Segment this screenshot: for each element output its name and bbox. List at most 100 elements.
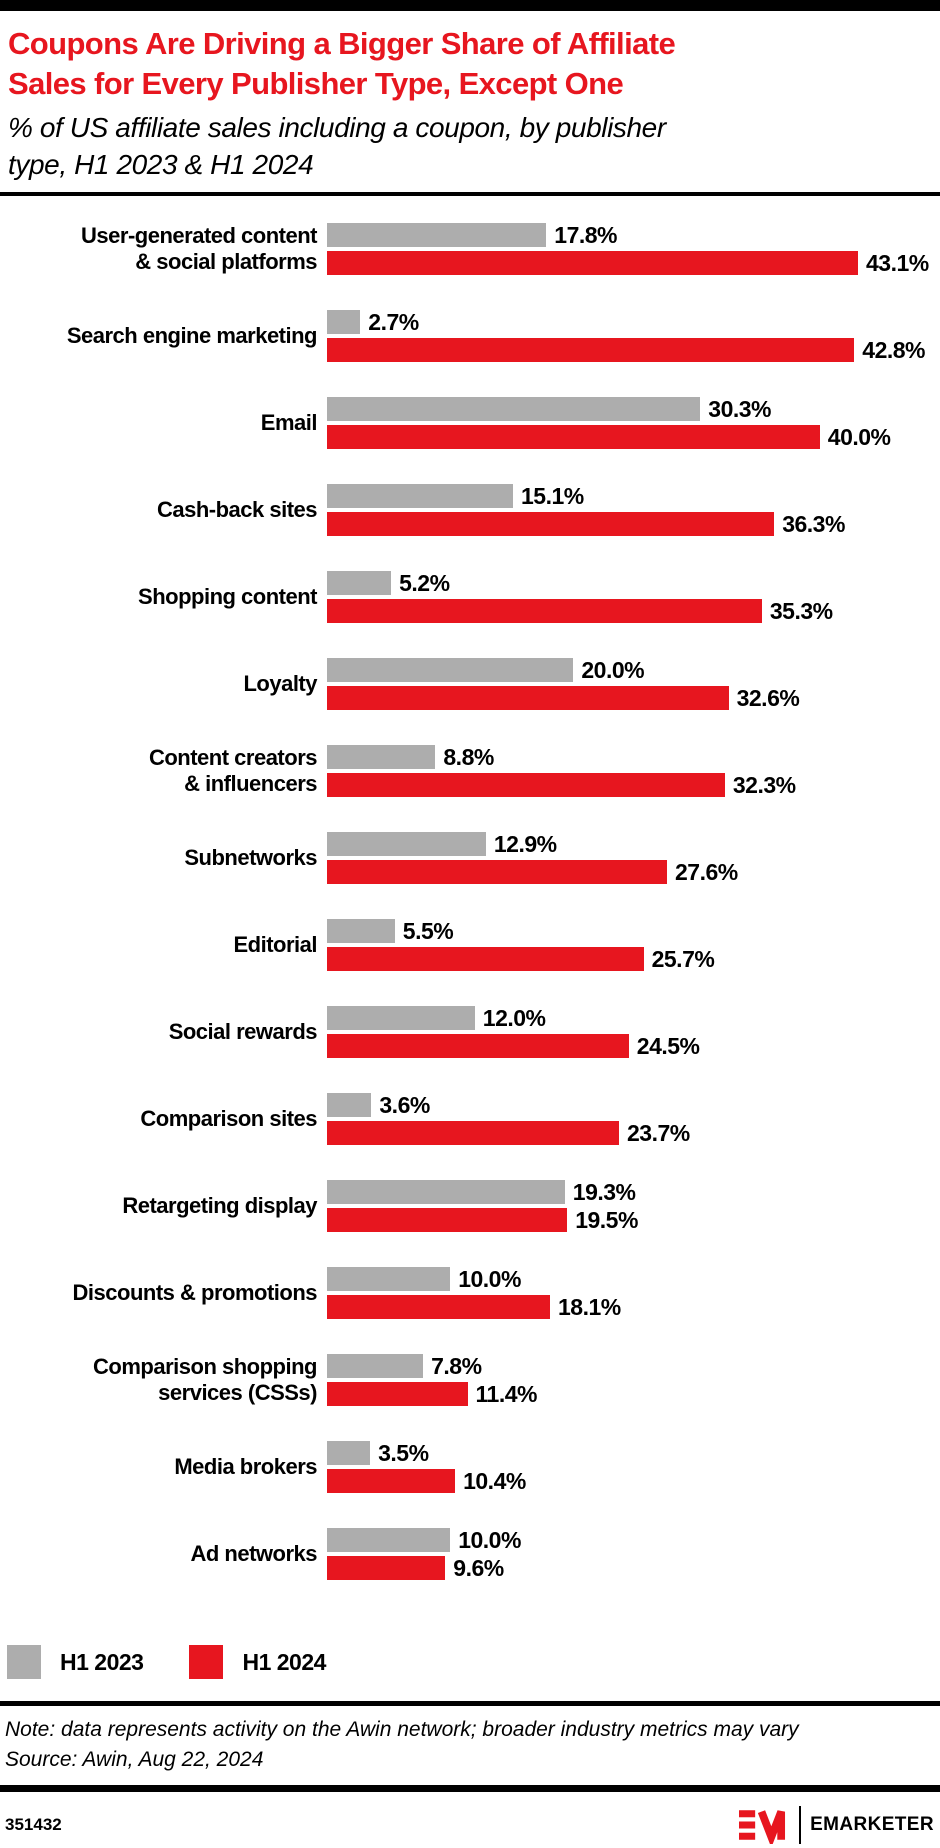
bar-line: 30.3% [327,395,940,422]
bar-h1-2023 [327,310,361,334]
bar-line: 24.5% [327,1032,940,1059]
chart-title: Coupons Are Driving a Bigger Share of Af… [8,26,676,101]
bar-h1-2024 [327,1469,456,1493]
bar-pair: 15.1% 36.3% [327,483,940,537]
bar-pair: 3.5% 10.4% [327,1439,940,1494]
bar-pair: 10.0% 9.6% [327,1527,940,1581]
bar-line: 36.3% [327,511,940,537]
bar-line: 42.8% [327,337,940,363]
value-label: 3.6% [379,1091,430,1118]
bar-h1-2023 [327,1267,451,1291]
value-label: 12.9% [493,830,557,857]
bar-line: 7.8% [327,1353,940,1379]
value-label: 20.0% [581,656,645,683]
bar-h1-2024 [327,860,667,884]
legend-label-h1-2023: H1 2023 [60,1648,144,1675]
category-label: Search engine marketing [66,323,318,348]
value-label: 5.2% [399,569,450,596]
value-label: 19.5% [575,1206,638,1233]
value-label: 9.6% [453,1554,504,1581]
chart-row: Retargeting display 19.3% 19.5% [0,1178,940,1233]
bar-pair: 20.0% 32.6% [327,656,940,711]
bar-h1-2024 [327,947,644,971]
bar-h1-2024 [327,773,725,797]
chart-row: Editorial 5.5% 25.7% [0,917,940,972]
bar-line: 40.0% [327,423,940,450]
value-label: 32.3% [732,771,796,798]
bar-pair: 12.0% 24.5% [327,1004,940,1059]
legend-label-h1-2024: H1 2024 [242,1648,326,1675]
chart-row: Comparison shopping services (CSSs) 7.8% 1… [0,1353,940,1407]
bar-line: 27.6% [327,859,940,885]
value-label: 35.3% [769,597,833,624]
bottom-border [0,1787,940,1792]
legend-swatch-h1-2024 [189,1645,224,1679]
value-label: 8.8% [443,743,494,770]
bar-h1-2023 [327,919,395,943]
bar-h1-2023 [327,223,547,247]
logo-divider [799,1806,802,1844]
bar-line: 10.0% [327,1527,940,1553]
bar-h1-2024 [327,425,820,449]
value-label: 19.3% [572,1178,636,1205]
bar-h1-2024 [327,1382,468,1406]
chart-row: Content creators & influencers 8.8% 32.3% [0,743,940,798]
bar-pair: 10.0% 18.1% [327,1265,940,1320]
value-label: 12.0% [482,1004,546,1031]
legend-item-h1-2024: H1 2024 [189,1645,326,1679]
bar-line: 15.1% [327,483,940,509]
bar-line: 43.1% [327,250,940,276]
brand-name: EMARKETER [810,1814,934,1835]
bar-h1-2024 [327,1556,446,1580]
value-label: 24.5% [636,1032,700,1059]
bar-h1-2023 [327,745,436,769]
source-text: Source: Awin, Aug 22, 2024 [5,1748,264,1771]
chart-row: Ad networks 10.0% 9.6% [0,1527,940,1581]
bar-h1-2023 [327,1441,371,1465]
bar-pair: 8.8% 32.3% [327,743,940,798]
value-label: 23.7% [627,1119,690,1146]
bar-line: 32.6% [327,685,940,711]
value-label: 40.0% [827,423,891,450]
bar-h1-2023 [327,397,701,421]
category-label: Shopping content [138,584,317,609]
category-label: Editorial [233,932,317,957]
bar-line: 17.8% [327,222,940,248]
chart-id: 351432 [5,1815,62,1834]
top-border [0,0,940,11]
chart-row: Subnetworks 12.9% 27.6% [0,830,940,885]
category-label: Comparison shopping services (CSSs) [93,1354,317,1405]
chart-row: Social rewards 12.0% 24.5% [0,1004,940,1059]
bar-line: 3.5% [327,1439,940,1466]
bar-h1-2024 [327,251,858,275]
value-label: 10.4% [463,1467,526,1494]
category-label: Media brokers [174,1454,317,1479]
bar-line: 23.7% [327,1119,940,1146]
value-label: 30.3% [708,395,772,422]
bar-line: 10.0% [327,1265,940,1292]
em-logo-icon [739,1810,786,1844]
value-label: 10.0% [458,1265,521,1292]
chart-row: Cash-back sites 15.1% 36.3% [0,483,940,537]
bar-h1-2023 [327,1093,372,1117]
bar-line: 5.2% [327,569,940,596]
chart-row: Loyalty 20.0% 32.6% [0,656,940,711]
bar-pair: 2.7% 42.8% [327,308,940,363]
bar-h1-2024 [327,1034,629,1058]
chart-subtitle: % of US affiliate sales including a coup… [8,112,666,180]
bar-line: 11.4% [327,1381,940,1407]
value-label: 5.5% [402,917,454,944]
value-label: 3.5% [378,1439,429,1466]
bar-pair: 3.6% 23.7% [327,1091,940,1146]
category-label: User-generated content & social platform… [81,223,317,274]
category-label: Content creators & influencers [148,745,318,796]
bar-h1-2024 [327,1121,619,1145]
bar-line: 10.4% [327,1467,940,1494]
bar-h1-2024 [327,1208,568,1232]
value-label: 2.7% [368,308,419,335]
category-label: Ad networks [190,1541,317,1566]
bar-pair: 5.2% 35.3% [327,569,940,624]
category-label: Loyalty [243,671,317,696]
bar-h1-2023 [327,1354,424,1378]
bar-line: 25.7% [327,946,940,972]
